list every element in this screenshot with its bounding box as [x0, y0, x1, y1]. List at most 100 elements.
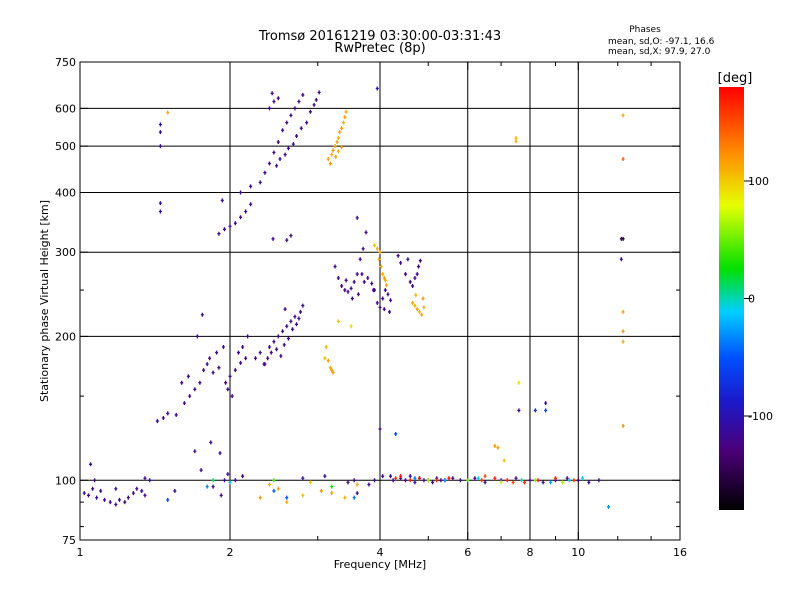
data-point: [276, 334, 280, 339]
data-point: [536, 478, 540, 483]
data-point: [224, 380, 228, 385]
data-point: [114, 502, 118, 507]
data-point: [480, 478, 484, 483]
data-point: [205, 362, 209, 367]
data-point: [375, 86, 379, 91]
data-point: [286, 146, 290, 151]
data-point: [140, 488, 144, 493]
data-point: [417, 476, 421, 481]
data-point: [541, 480, 545, 485]
data-point: [458, 478, 462, 483]
data-point: [431, 480, 435, 485]
data-point: [356, 292, 360, 297]
data-point: [346, 289, 350, 294]
data-point: [336, 149, 340, 154]
data-point: [275, 347, 279, 352]
data-point: [220, 198, 224, 203]
data-point: [279, 353, 283, 358]
data-point: [283, 152, 287, 157]
data-point: [228, 480, 232, 485]
data-point: [239, 215, 243, 220]
data-point: [228, 224, 232, 229]
data-point: [158, 201, 162, 206]
data-point: [418, 258, 422, 263]
data-point: [399, 260, 403, 265]
data-point: [381, 296, 385, 301]
data-point: [291, 142, 295, 147]
data-point: [126, 495, 130, 500]
data-point: [342, 120, 346, 125]
data-point: [291, 327, 295, 332]
data-point: [180, 380, 184, 385]
data-point: [226, 472, 230, 477]
data-point: [415, 272, 419, 277]
data-point: [476, 476, 480, 481]
data-point: [378, 250, 382, 255]
data-point: [276, 96, 280, 101]
data-point: [301, 493, 305, 498]
data-point: [621, 157, 625, 162]
data-point: [239, 360, 243, 365]
data-point: [267, 106, 271, 111]
data-point: [493, 443, 497, 448]
data-point: [298, 309, 302, 314]
data-point: [228, 374, 232, 379]
data-point: [198, 380, 202, 385]
data-point: [269, 350, 273, 355]
data-point: [373, 478, 377, 483]
data-point: [173, 488, 177, 493]
data-point: [328, 365, 332, 370]
data-point: [340, 145, 344, 150]
data-point: [544, 401, 548, 406]
data-point: [158, 144, 162, 149]
data-point: [271, 236, 275, 241]
data-point: [411, 283, 415, 288]
data-point: [373, 243, 377, 248]
x-tick-label: 16: [673, 546, 687, 559]
data-point: [355, 272, 359, 277]
data-point: [305, 120, 309, 125]
data-point: [266, 356, 270, 361]
data-point: [282, 342, 286, 347]
data-point: [576, 478, 580, 483]
data-point: [561, 480, 565, 485]
data-point: [355, 215, 359, 220]
data-point: [330, 368, 334, 373]
data-point: [317, 90, 321, 95]
data-point: [417, 264, 421, 269]
data-point: [350, 296, 354, 301]
data-point: [155, 419, 159, 424]
data-point: [621, 309, 625, 314]
data-point: [386, 292, 390, 297]
data-point: [336, 319, 340, 324]
data-point: [451, 476, 455, 481]
data-point: [493, 476, 497, 481]
data-point: [217, 365, 221, 370]
x-tick-label: 1: [77, 546, 84, 559]
data-point: [333, 144, 337, 149]
data-point: [415, 307, 419, 312]
data-point: [218, 451, 222, 456]
data-point: [349, 324, 353, 329]
y-tick-label: 300: [55, 246, 76, 259]
data-point: [295, 322, 299, 327]
data-point: [285, 120, 289, 125]
x-tick-label: 10: [571, 546, 585, 559]
data-point: [166, 497, 170, 502]
data-point: [258, 350, 262, 355]
data-point: [131, 491, 135, 496]
data-point: [384, 283, 388, 288]
data-point: [278, 157, 282, 162]
data-point: [199, 468, 203, 473]
data-point: [335, 140, 339, 145]
data-point: [289, 233, 293, 238]
data-point: [406, 257, 410, 262]
data-point: [314, 97, 318, 102]
data-point: [331, 370, 335, 375]
data-point: [343, 495, 347, 500]
data-point: [272, 99, 276, 104]
data-point: [326, 358, 330, 363]
data-point: [411, 300, 415, 305]
data-point: [182, 401, 186, 406]
grid-lines: [80, 62, 680, 540]
